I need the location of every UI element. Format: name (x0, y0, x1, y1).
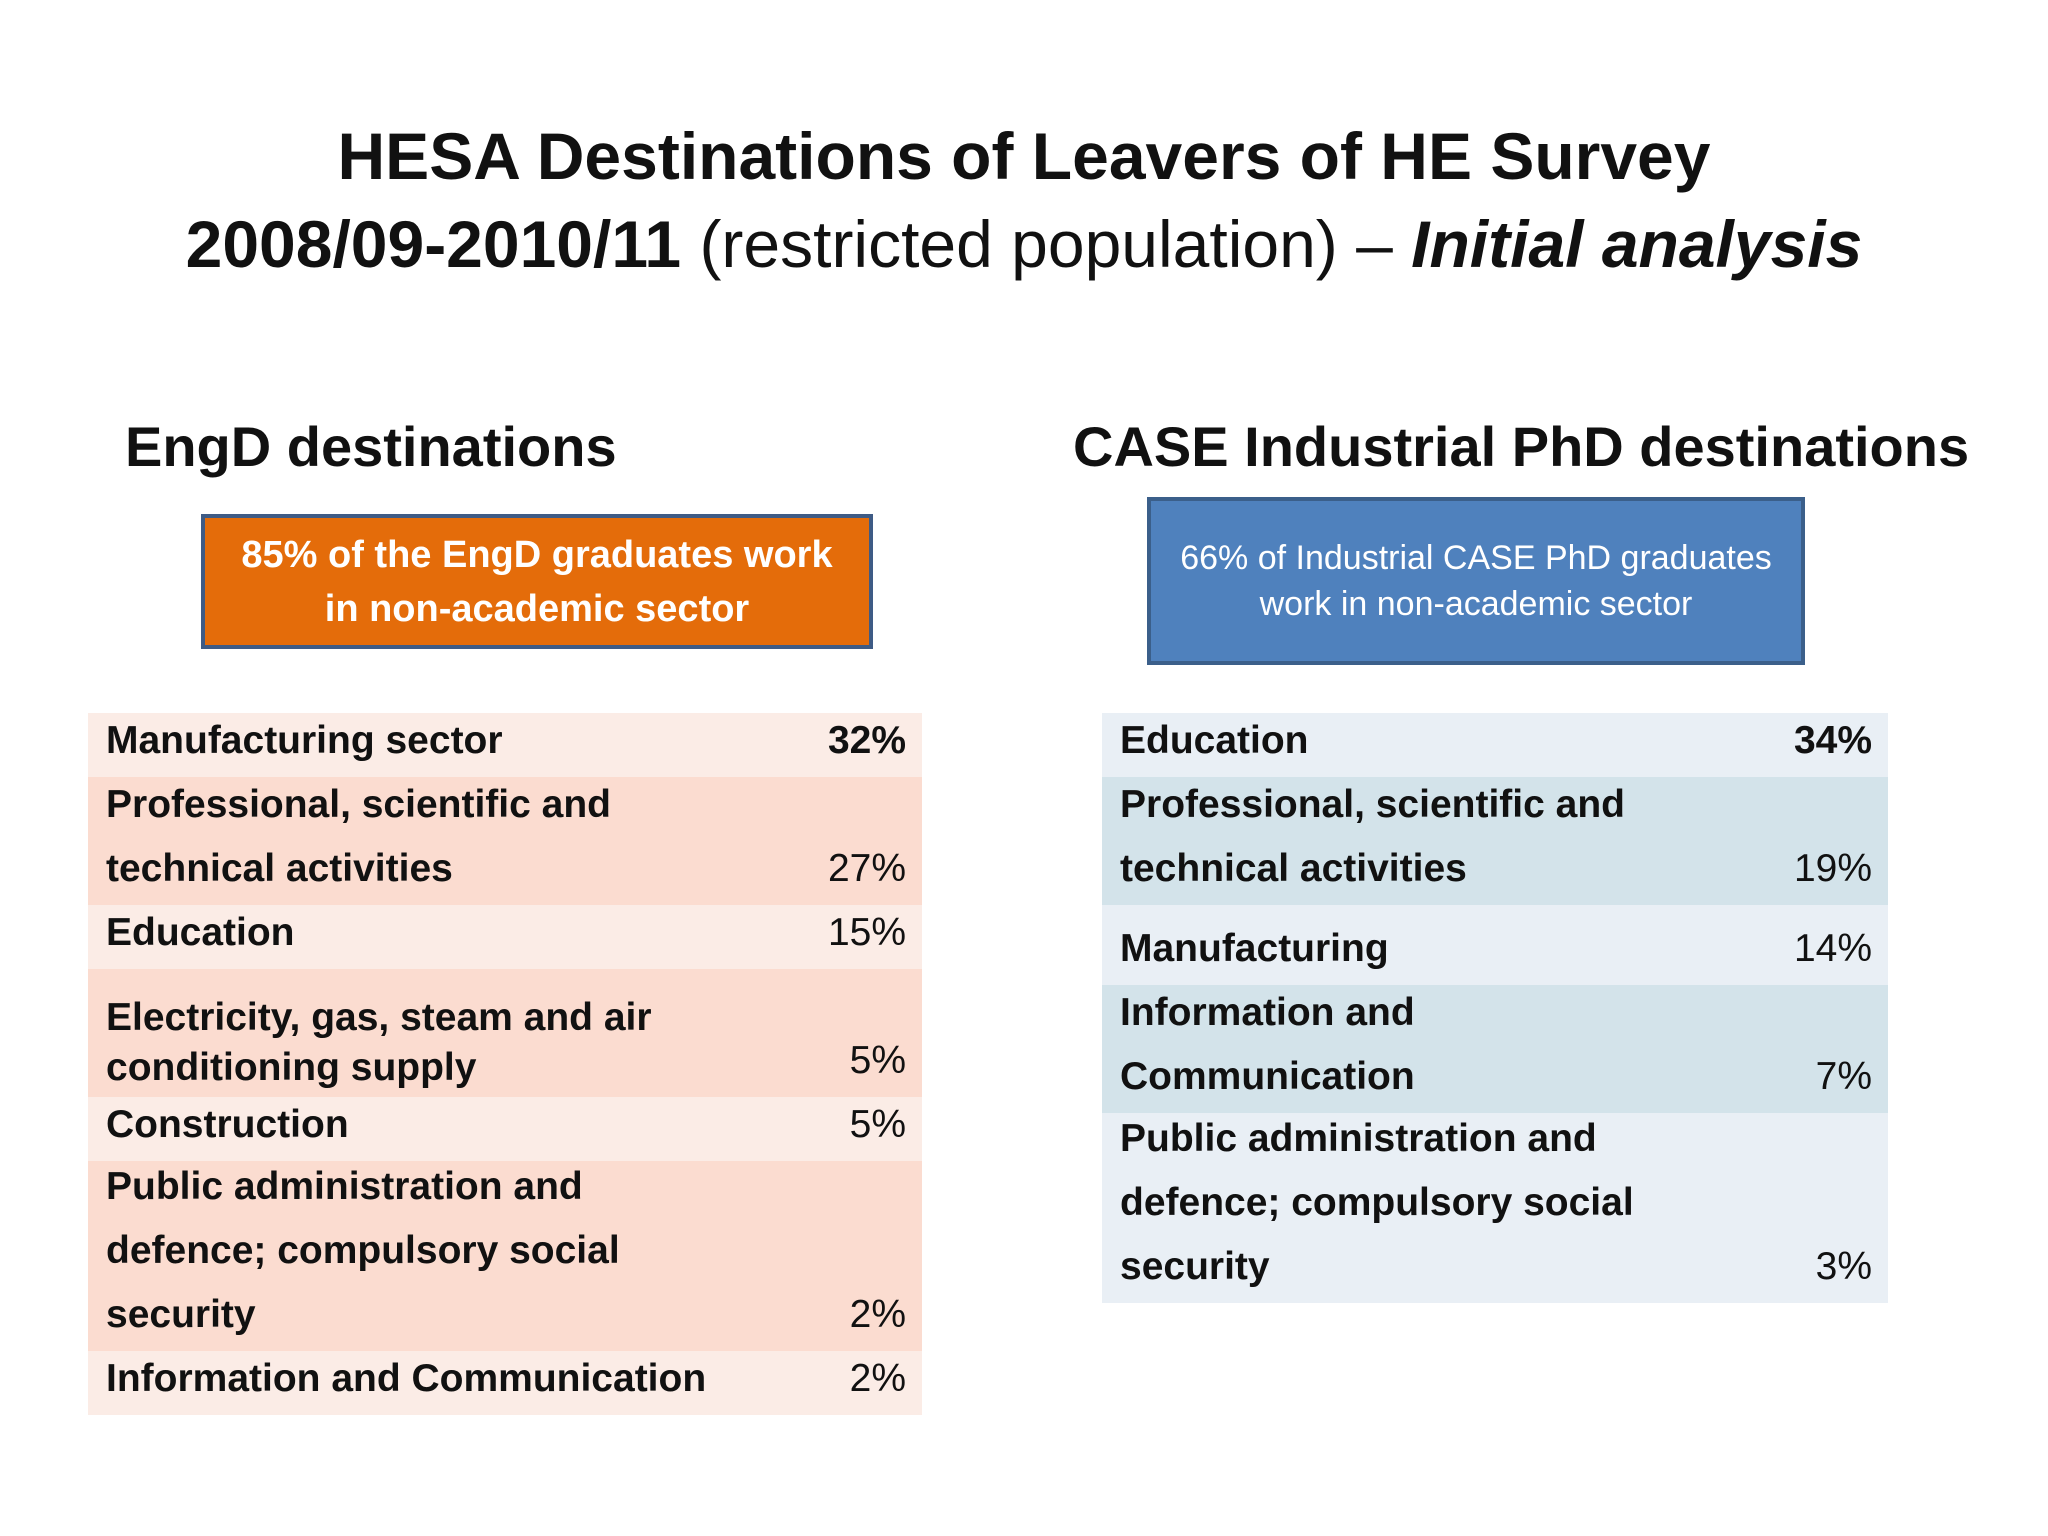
row-value: 2% (849, 1357, 906, 1400)
slide-title: HESA Destinations of Leavers of HE Surve… (0, 112, 2048, 288)
table-row: Manufacturing 14% (1102, 905, 1888, 985)
row-label: Construction (106, 1103, 349, 1146)
title-population: (restricted population) – (681, 207, 1412, 281)
case-heading: CASE Industrial PhD destinations (1073, 415, 1970, 478)
case-destinations-table: Education 34% Professional, scientific a… (1102, 713, 1888, 1303)
row-value: 5% (849, 1103, 906, 1146)
table-row: Professional, scientific and technical a… (88, 777, 922, 905)
case-callout-text: 66% of Industrial CASE PhD graduates wor… (1180, 539, 1772, 623)
engd-heading: EngD destinations (125, 415, 617, 478)
row-value: 3% (1815, 1245, 1872, 1288)
row-label: Public administration and defence; compu… (106, 1165, 620, 1336)
row-value: 32% (827, 719, 906, 762)
engd-callout-text: 85% of the EngD graduates work in non-ac… (241, 533, 833, 630)
table-row: Information and Communication 2% (88, 1351, 922, 1415)
row-value: 34% (1793, 719, 1872, 762)
row-value: 2% (849, 1293, 906, 1336)
row-label: Professional, scientific and technical a… (106, 783, 611, 890)
table-row: Construction 5% (88, 1097, 922, 1161)
table-row: Electricity, gas, steam and air conditio… (88, 969, 922, 1097)
row-label: Manufacturing (1120, 927, 1389, 970)
row-label: Education (1120, 719, 1309, 762)
table-row: Professional, scientific and technical a… (1102, 777, 1888, 905)
case-callout-box: 66% of Industrial CASE PhD graduates wor… (1147, 497, 1805, 665)
title-years: 2008/09-2010/11 (185, 207, 682, 281)
row-label: Professional, scientific and technical a… (1120, 783, 1625, 890)
title-line-1: HESA Destinations of Leavers of HE Surve… (337, 119, 1711, 193)
row-label: Public administration and defence; compu… (1120, 1117, 1634, 1288)
row-value: 7% (1815, 1055, 1872, 1098)
row-label: Information and Communication (106, 1357, 707, 1400)
row-label: Information and Communication (1120, 991, 1415, 1098)
table-row: Education 34% (1102, 713, 1888, 777)
engd-callout-box: 85% of the EngD graduates work in non-ac… (201, 514, 873, 649)
row-label: Education (106, 911, 295, 954)
table-row: Manufacturing sector 32% (88, 713, 922, 777)
title-initial-analysis: Initial analysis (1411, 207, 1863, 281)
row-label: Electricity, gas, steam and air conditio… (106, 996, 652, 1089)
row-value: 27% (827, 847, 906, 890)
row-value: 15% (827, 911, 906, 954)
table-row: Public administration and defence; compu… (1102, 1113, 1888, 1303)
row-value: 14% (1793, 927, 1872, 970)
title-line-2: 2008/09-2010/11 (restricted population) … (0, 200, 2048, 288)
engd-destinations-table: Manufacturing sector 32% Professional, s… (88, 713, 922, 1415)
row-label: Manufacturing sector (106, 719, 503, 762)
table-row: Education 15% (88, 905, 922, 969)
row-value: 5% (849, 1039, 906, 1082)
row-value: 19% (1793, 847, 1872, 890)
table-row: Information and Communication 7% (1102, 985, 1888, 1113)
table-row: Public administration and defence; compu… (88, 1161, 922, 1351)
